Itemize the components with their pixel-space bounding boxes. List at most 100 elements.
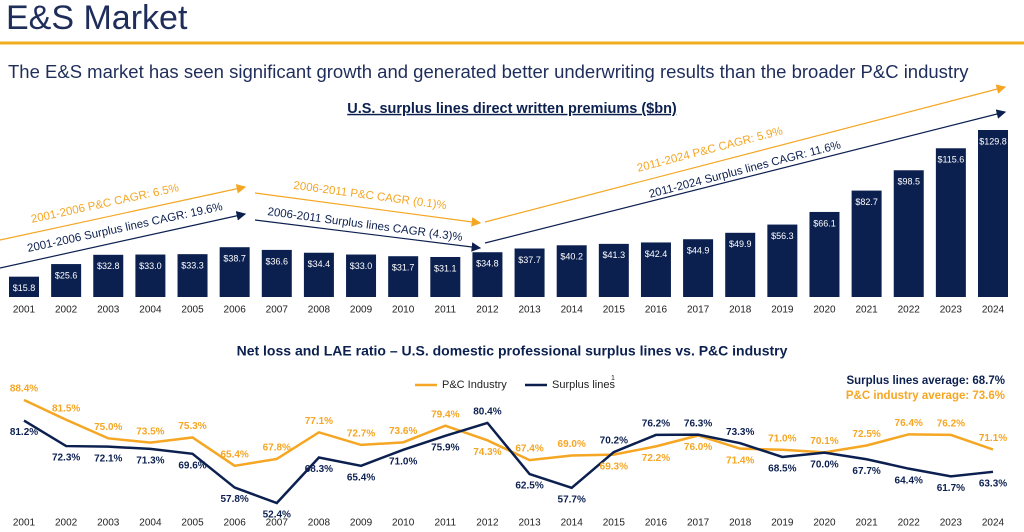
x-tick-label: 2020 [813, 305, 836, 316]
data-label: 73.6% [389, 426, 417, 437]
data-label: 67.7% [852, 466, 880, 477]
bar-value-label: $15.8 [13, 283, 36, 293]
bar-value-label: $32.8 [97, 261, 120, 271]
bar-value-label: $66.1 [813, 218, 836, 228]
x-tick-label: 2005 [181, 305, 204, 316]
x-tick-label: 2011 [435, 518, 457, 529]
data-label: 88.4% [10, 384, 38, 395]
bar-value-label: $129.8 [979, 136, 1007, 146]
x-tick-label: 2017 [687, 518, 710, 529]
bar [935, 148, 966, 297]
bar-value-label: $82.7 [855, 197, 878, 207]
bar-value-label: $49.9 [729, 239, 752, 249]
data-label: 72.3% [52, 453, 80, 464]
x-tick-label: 2001 [13, 305, 36, 316]
x-tick-label: 2022 [898, 518, 921, 529]
data-label: 57.7% [558, 494, 586, 505]
data-label: 74.3% [473, 447, 501, 458]
bar [261, 249, 292, 297]
x-tick-label: 2004 [139, 518, 162, 529]
x-tick-label: 2024 [982, 518, 1005, 529]
bar [93, 254, 124, 297]
bar-value-label: $44.9 [687, 246, 710, 256]
data-label: 70.2% [600, 436, 628, 447]
x-tick-label: 2023 [940, 518, 963, 529]
bar-value-label: $34.4 [308, 259, 331, 269]
bar-value-label: $40.2 [560, 252, 583, 262]
data-label: 80.4% [473, 407, 501, 418]
bar-value-label: $37.7 [518, 255, 541, 265]
x-tick-label: 2004 [139, 305, 162, 316]
x-tick-label: 2009 [350, 305, 373, 316]
data-label: 75.0% [94, 422, 122, 433]
bar [346, 254, 377, 297]
data-label: 76.3% [684, 418, 712, 429]
data-label: 72.2% [642, 453, 670, 464]
data-label: 70.0% [810, 459, 838, 470]
data-label: 65.4% [347, 472, 375, 483]
bar [767, 224, 798, 297]
data-label: 63.3% [979, 478, 1007, 489]
subtitle: The E&S market has seen significant grow… [8, 61, 969, 82]
data-label: 57.8% [220, 494, 248, 505]
x-tick-label: 2007 [266, 518, 289, 529]
x-tick-label: 2006 [224, 305, 247, 316]
x-tick-label: 2003 [97, 518, 120, 529]
x-tick-label: 2007 [266, 305, 289, 316]
bar [9, 276, 39, 297]
data-label: 71.1% [979, 433, 1007, 444]
bar-value-label: $33.0 [350, 261, 373, 271]
average-note: Surplus lines average: 68.7% [846, 375, 1005, 387]
bar-value-label: $38.7 [223, 254, 246, 264]
data-label: 75.3% [178, 421, 206, 432]
x-tick-label: 2001 [13, 518, 36, 529]
bar [893, 170, 924, 297]
data-label: 69.3% [600, 461, 628, 472]
x-tick-label: 2013 [518, 518, 541, 529]
bar [219, 247, 250, 297]
x-tick-label: 2021 [855, 305, 878, 316]
x-tick-label: 2022 [898, 305, 921, 316]
bar [177, 254, 208, 297]
bar-value-label: $42.4 [645, 249, 668, 259]
data-label: 76.2% [642, 419, 670, 430]
x-tick-label: 2018 [729, 305, 752, 316]
data-label: 72.1% [94, 453, 122, 464]
x-tick-label: 2016 [645, 305, 668, 316]
x-tick-label: 2015 [603, 518, 626, 529]
data-label: 67.8% [263, 443, 291, 454]
x-tick-label: 2019 [771, 305, 794, 316]
bar [514, 248, 545, 297]
data-label: 71.0% [389, 456, 417, 467]
x-tick-label: 2014 [561, 518, 584, 529]
x-tick-label: 2017 [687, 305, 710, 316]
data-label: 67.4% [515, 444, 543, 455]
x-tick-label: 2008 [308, 305, 331, 316]
x-tick-label: 2014 [561, 305, 584, 316]
bar-value-label: $115.6 [937, 155, 964, 165]
x-tick-label: 2020 [813, 518, 836, 529]
data-label: 76.0% [684, 442, 712, 453]
x-tick-label: 2011 [435, 305, 457, 316]
x-tick-label: 2019 [771, 518, 794, 529]
data-label: 72.7% [347, 429, 375, 440]
data-label: 72.5% [852, 429, 880, 440]
bar-value-label: $98.5 [897, 177, 920, 187]
data-label: 76.4% [895, 418, 923, 429]
data-label: 61.7% [937, 483, 965, 494]
data-label: 64.4% [895, 475, 923, 486]
bar [725, 232, 756, 297]
x-tick-label: 2023 [940, 305, 963, 316]
bar-value-label: $25.6 [55, 270, 78, 280]
bar-value-label: $31.7 [392, 263, 415, 273]
bar-value-label: $33.0 [139, 261, 162, 271]
chart-title: Net loss and LAE ratio – U.S. domestic p… [237, 343, 788, 359]
bar-value-label: $56.3 [771, 231, 794, 241]
data-label: 65.4% [220, 449, 248, 460]
chart-title: U.S. surplus lines direct written premiu… [347, 101, 677, 117]
average-note: P&C industry average: 73.6% [846, 390, 1005, 402]
bar [809, 211, 840, 297]
bar [640, 242, 671, 297]
bar [430, 256, 461, 297]
